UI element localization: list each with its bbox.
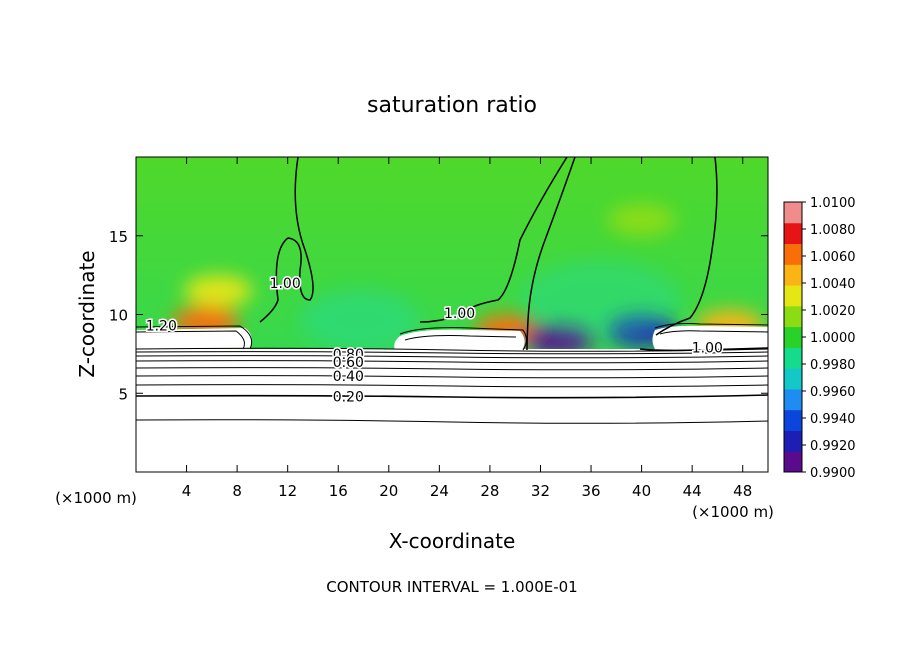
colorbar-swatch — [784, 451, 802, 473]
colorbar-swatch — [784, 347, 802, 369]
x-axis-label: X-coordinate — [389, 529, 516, 553]
colorbar-tick-label: 0.9960 — [810, 385, 856, 400]
x-axis-ticks: 4 8 12 16 20 24 28 32 36 40 44 48 — [182, 157, 752, 500]
x-tick-label: 20 — [379, 482, 398, 500]
colorbar-swatch — [784, 409, 802, 431]
x-tick-label: 32 — [531, 482, 550, 500]
contour-label: 0.80 — [333, 347, 364, 363]
colorbar-swatch — [784, 388, 802, 411]
colorbar-tick-label: 1.0020 — [810, 304, 856, 319]
footer-note: CONTOUR INTERVAL = 1.000E-01 — [326, 578, 577, 596]
contour-label: 0.20 — [333, 389, 364, 405]
colorbar-tick-label: 1.0040 — [810, 277, 856, 292]
colorbar-swatch — [784, 222, 802, 245]
lower-contours — [136, 347, 768, 424]
contour-1.00 — [259, 157, 768, 352]
colorbar-tick-label: 0.9980 — [810, 358, 856, 373]
x-tick-label: 12 — [278, 482, 297, 500]
x-tick-label: 28 — [480, 482, 499, 500]
colorbar-swatch — [784, 368, 802, 390]
y-tick-label: 15 — [109, 228, 128, 246]
colorbar-tick-label: 0.9900 — [810, 466, 856, 481]
colorbar-tick-label: 1.0000 — [810, 331, 856, 346]
x-tick-label: 40 — [632, 482, 651, 500]
contour-label: 1.20 — [146, 319, 177, 335]
colorbar-swatch — [784, 430, 802, 452]
colorbar-tick-label: 0.9920 — [810, 439, 856, 454]
colorbar-tick-label: 1.0060 — [810, 250, 856, 265]
contour-label: 1.00 — [444, 306, 475, 322]
contour-label: 1.00 — [270, 276, 301, 292]
x-tick-label: 16 — [329, 482, 348, 500]
contour-label: 0.40 — [333, 369, 364, 385]
x-tick-label: 24 — [430, 482, 449, 500]
colorbar-swatch — [784, 243, 802, 265]
white-blob — [394, 329, 525, 350]
colorbar-tick-label: 0.9940 — [810, 412, 856, 427]
x-tick-label: 4 — [182, 482, 192, 500]
x-tick-label: 8 — [232, 482, 242, 500]
y-tick-label: 10 — [109, 307, 128, 325]
colorbar-swatch — [784, 202, 802, 224]
blob-contours — [136, 323, 768, 351]
colorbar-swatch — [784, 264, 802, 286]
plot-field — [136, 157, 768, 472]
x-tick-label: 36 — [581, 482, 600, 500]
contour-label: 1.00 — [692, 341, 723, 357]
colorbar-swatch — [784, 305, 802, 328]
white-blob — [136, 328, 252, 349]
colorbar-swatch — [784, 326, 802, 348]
colorbar-tick-label: 1.0100 — [810, 196, 856, 211]
x-tick-label: 48 — [733, 482, 752, 500]
colorbar-tick-label: 1.0080 — [810, 223, 856, 238]
contour-labels: 1.20 1.00 1.00 1.00 0.800.600.40 0.20 — [144, 275, 724, 407]
y-axis-ticks: 5 10 15 — [109, 228, 768, 403]
x-tick-label: 44 — [683, 482, 702, 500]
y-tick-label: 5 — [118, 385, 128, 403]
colorbar-swatch — [784, 285, 802, 307]
cyan-region — [520, 260, 680, 340]
cyan-region — [300, 290, 420, 350]
y-axis-label: Z-coordinate — [75, 250, 99, 377]
colorbar: 1.0100 1.0080 1.0060 1.0040 1.0020 1.0000 0.99… — [783, 196, 856, 481]
contour-label: 0.60 — [333, 355, 364, 371]
x-unit-left: (×1000 m) — [55, 489, 137, 507]
anomaly-blob — [184, 274, 253, 307]
x-unit-right: (×1000 m) — [692, 503, 774, 521]
chart-title: saturation ratio — [367, 93, 537, 118]
anomaly-blob — [607, 204, 676, 236]
